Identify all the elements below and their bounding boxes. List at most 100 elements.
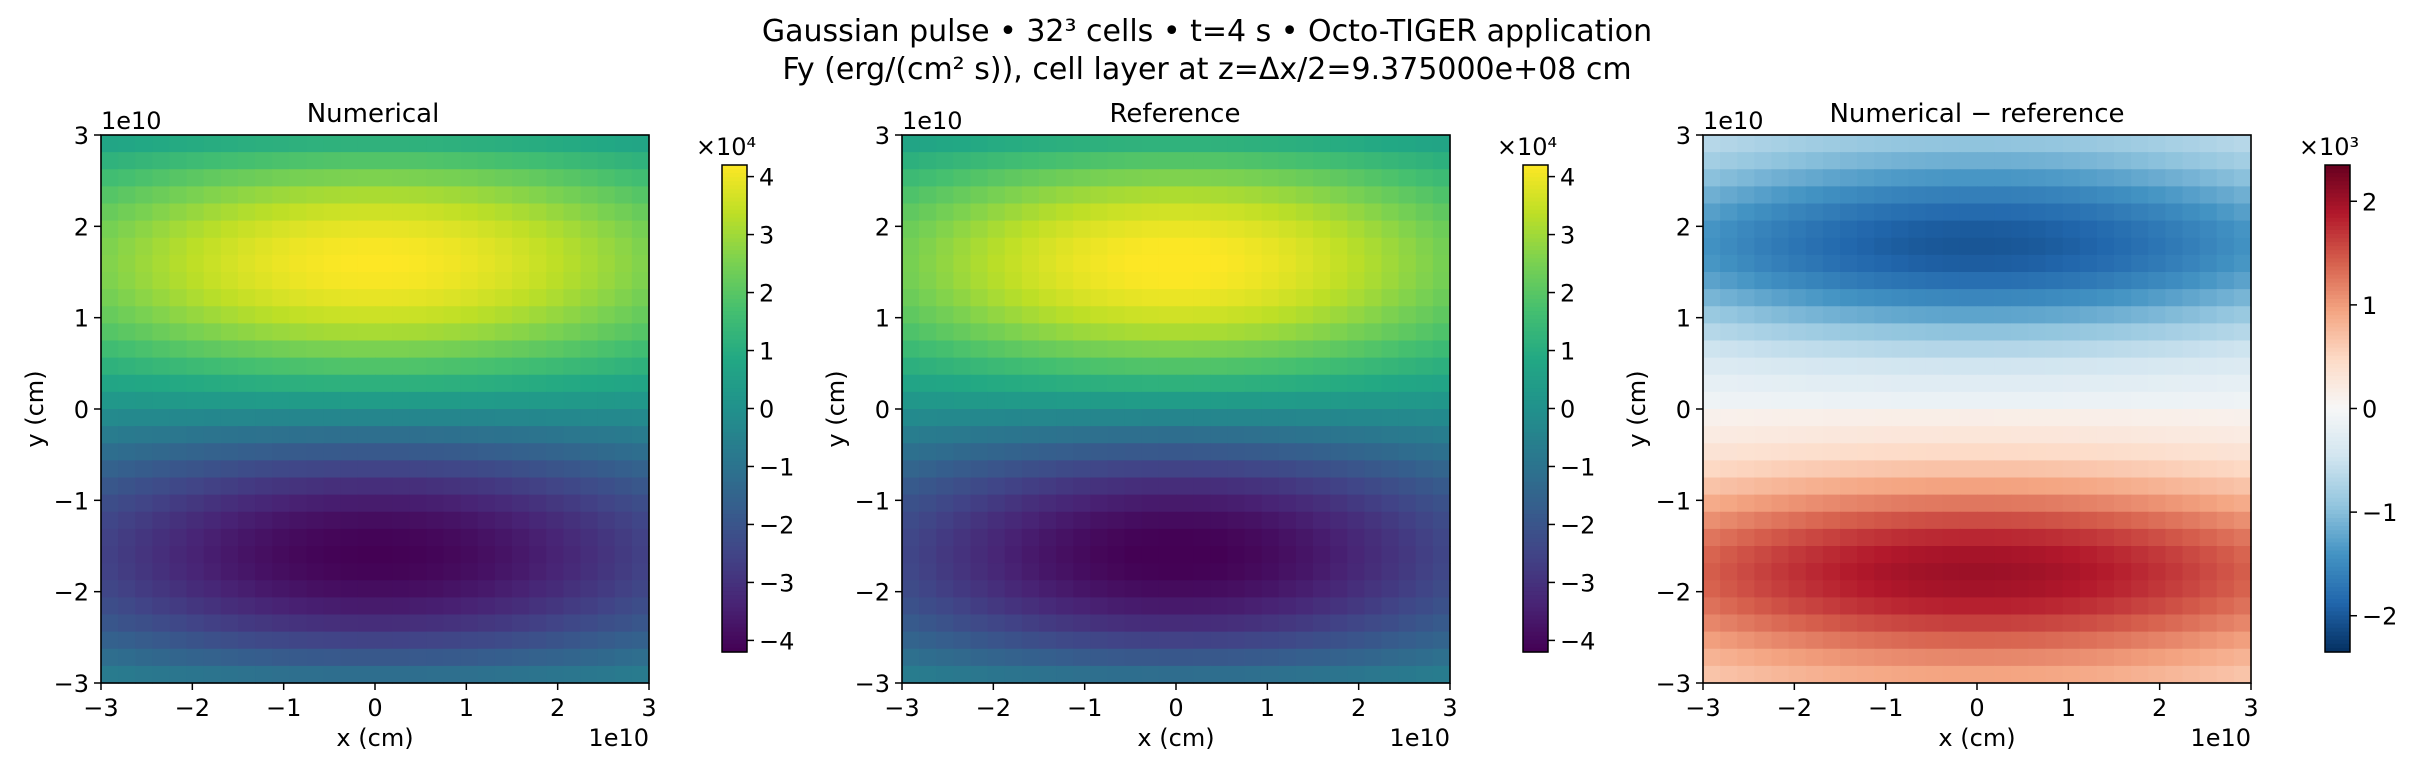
heatmap-cells xyxy=(101,135,650,684)
heatmap-cell xyxy=(1124,511,1143,530)
colorbar-segment xyxy=(1523,307,1548,312)
heatmap-cell xyxy=(1840,631,1858,650)
heatmap-cell xyxy=(2079,614,2098,633)
heatmap-cell xyxy=(936,460,954,479)
heatmap-cell xyxy=(477,186,496,205)
heatmap-cell xyxy=(152,357,171,376)
heatmap-cell xyxy=(1227,665,1246,684)
heatmap-cell xyxy=(1874,237,1892,256)
colorbar-segment xyxy=(1523,266,1548,272)
heatmap-cell xyxy=(1840,323,1858,342)
heatmap-cell xyxy=(443,306,462,324)
heatmap-cell xyxy=(1994,511,2012,530)
colorbar-segment xyxy=(1523,165,1548,170)
heatmap-cell xyxy=(118,374,136,393)
heatmap-cell xyxy=(494,374,513,393)
heatmap-cell xyxy=(1942,631,1961,650)
heatmap-cell xyxy=(101,203,119,222)
heatmap-cell xyxy=(323,426,342,444)
heatmap-cell xyxy=(2011,443,2029,461)
heatmap-cell xyxy=(1210,580,1228,598)
heatmap-cell xyxy=(1874,186,1892,205)
heatmap-cell xyxy=(357,340,376,359)
heatmap-cell xyxy=(1090,135,1109,153)
heatmap-cell xyxy=(1908,135,1927,153)
heatmap-cell xyxy=(1822,272,1841,290)
heatmap-cell xyxy=(1908,443,1927,461)
heatmap-cell xyxy=(1295,665,1314,684)
heatmap-cell xyxy=(1925,511,1944,530)
heatmap-cell xyxy=(597,186,616,205)
heatmap-cell xyxy=(919,152,937,170)
y-tick-label: 1 xyxy=(1676,305,1691,333)
heatmap-cell xyxy=(255,237,273,256)
heatmap-cell xyxy=(1107,460,1126,479)
y-offset-label: 1e10 xyxy=(1703,107,1764,135)
colorbar-tick-label: 3 xyxy=(1560,222,1575,250)
heatmap-cell xyxy=(1278,289,1297,307)
heatmap-cell xyxy=(1874,323,1892,342)
heatmap-cell xyxy=(152,237,171,256)
colorbar-segment xyxy=(1523,599,1548,604)
heatmap-cell xyxy=(152,665,171,684)
heatmap-cell xyxy=(2233,135,2252,153)
heatmap-cell xyxy=(255,186,273,205)
heatmap-cell xyxy=(1278,426,1297,444)
heatmap-cell xyxy=(1244,203,1263,222)
heatmap-cell xyxy=(1090,511,1109,530)
colorbar-segment xyxy=(722,250,747,255)
heatmap-cell xyxy=(375,528,393,547)
heatmap-cell xyxy=(936,631,954,650)
heatmap-cell xyxy=(169,135,188,153)
colorbar-segment xyxy=(1523,554,1548,560)
heatmap-cell xyxy=(1158,169,1177,187)
colorbar-segment xyxy=(2325,319,2350,324)
heatmap-cell xyxy=(238,648,256,667)
heatmap-cell xyxy=(1771,272,1790,290)
heatmap-cell xyxy=(2182,563,2201,581)
heatmap-cell xyxy=(238,391,256,410)
heatmap-cell xyxy=(529,563,547,581)
heatmap-cell xyxy=(1244,391,1263,410)
heatmap-cell xyxy=(2216,289,2235,307)
heatmap-cell xyxy=(1141,477,1160,496)
heatmap-cell xyxy=(101,511,119,530)
heatmap-cell xyxy=(1942,254,1961,273)
heatmap-cell xyxy=(1994,237,2012,256)
heatmap-cell xyxy=(1977,409,1995,427)
heatmap-cell xyxy=(220,169,239,187)
heatmap-cell xyxy=(494,135,513,153)
heatmap-cell xyxy=(1227,169,1246,187)
heatmap-cell xyxy=(460,152,479,170)
colorbar-segment xyxy=(2325,481,2350,487)
heatmap-cell xyxy=(392,374,410,393)
heatmap-cell xyxy=(1977,135,1995,153)
heatmap-cell xyxy=(169,374,188,393)
heatmap-cell xyxy=(1703,409,1721,427)
colorbar-segment xyxy=(2325,213,2350,219)
heatmap-cell xyxy=(2045,169,2064,187)
heatmap-cell xyxy=(1432,409,1451,427)
heatmap-cell xyxy=(1261,563,1280,581)
heatmap-cell xyxy=(1021,546,1040,564)
heatmap-cell xyxy=(631,272,650,290)
colorbar-segment xyxy=(722,408,747,414)
heatmap-cell xyxy=(443,323,462,342)
heatmap-cell xyxy=(970,340,989,359)
heatmap-cell xyxy=(1227,272,1246,290)
heatmap-cell xyxy=(1124,665,1143,684)
heatmap-cell xyxy=(1107,323,1126,342)
heatmap-cell xyxy=(1227,528,1246,547)
heatmap-cell xyxy=(1073,254,1091,273)
heatmap-cell xyxy=(220,152,239,170)
colorbar-segment xyxy=(722,477,747,483)
colorbar-segment xyxy=(722,359,747,365)
heatmap-cell xyxy=(118,272,136,290)
heatmap-cell xyxy=(1330,426,1348,444)
heatmap-cell xyxy=(1210,374,1228,393)
heatmap-cell xyxy=(118,409,136,427)
heatmap-cell xyxy=(340,409,359,427)
heatmap-cell xyxy=(614,169,633,187)
heatmap-cell xyxy=(186,135,205,153)
heatmap-cell xyxy=(1959,460,1978,479)
